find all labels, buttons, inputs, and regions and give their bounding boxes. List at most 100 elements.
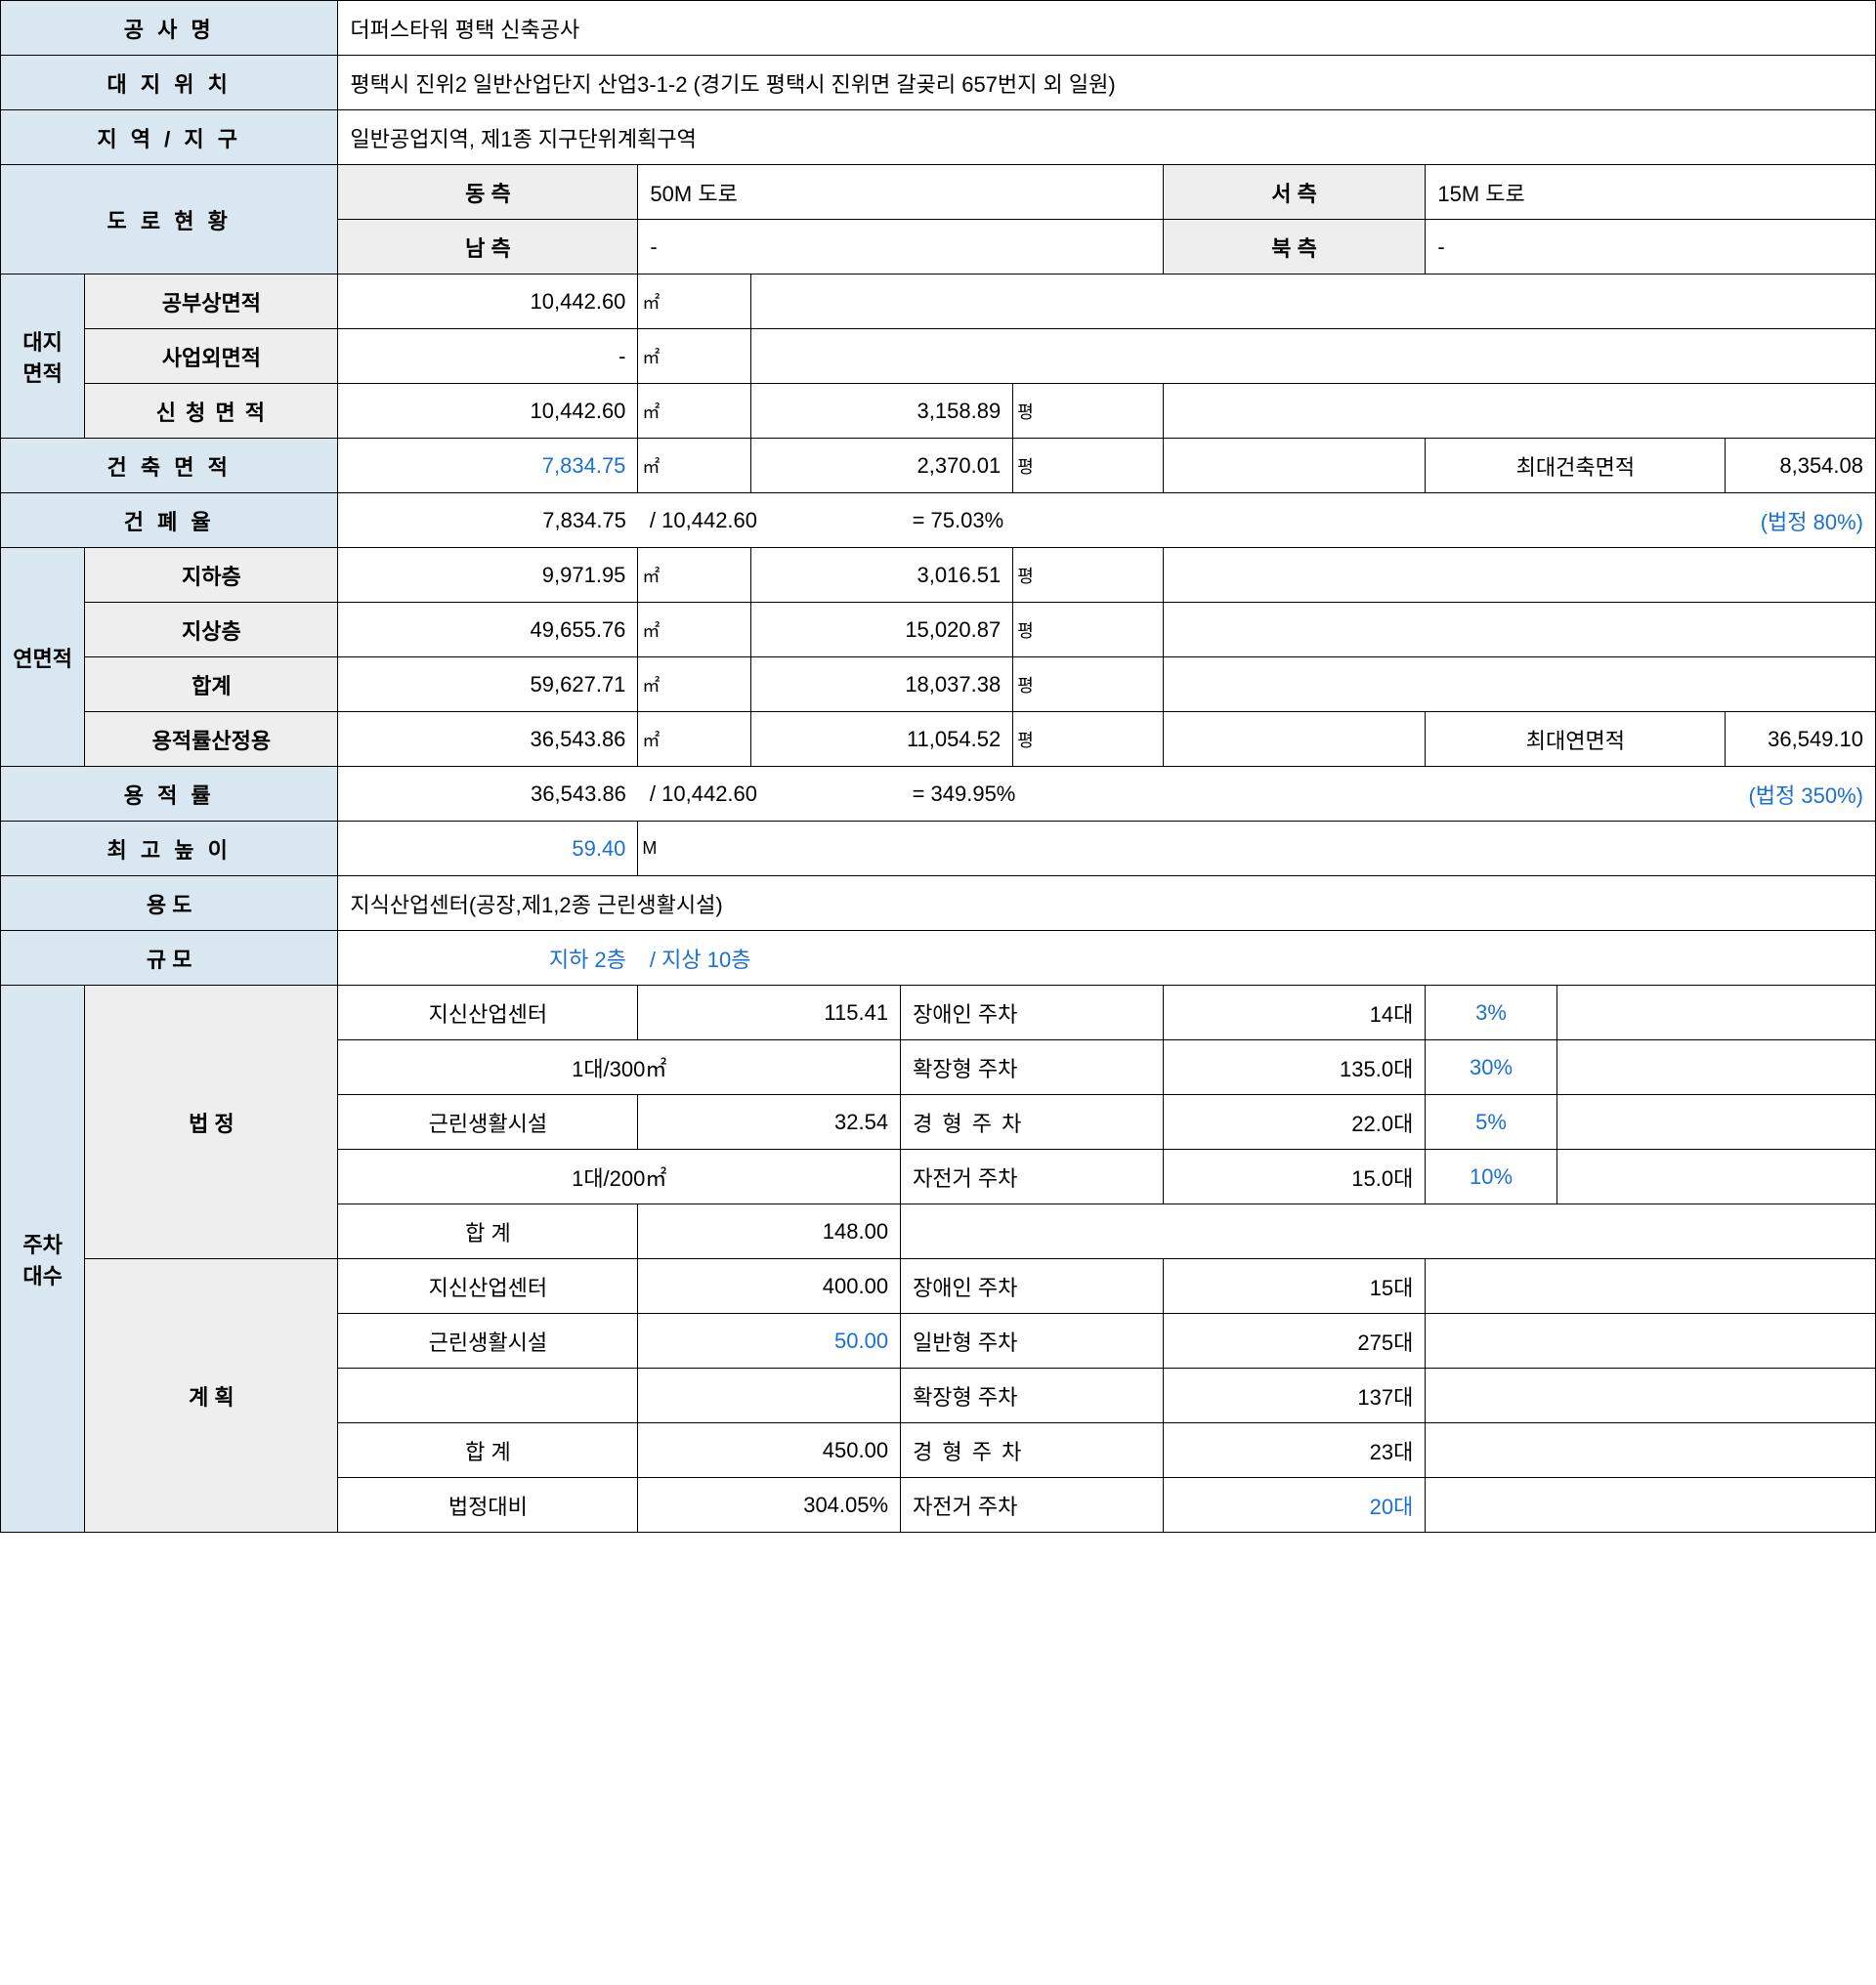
unit-m2-8: ㎡ (638, 712, 750, 767)
label-above-ground: 지상층 (85, 603, 338, 657)
label-compact-parking-2: 경 형 주 차 (901, 1423, 1164, 1478)
label-max-building-area: 최대건축면적 (1426, 439, 1726, 493)
unit-m2-4: ㎡ (638, 439, 750, 493)
label-per300: 1대/300㎡ (338, 1040, 901, 1095)
value-south-road: - (638, 220, 1163, 275)
label-legal-nb: 근린생활시설 (338, 1095, 638, 1150)
value-far-legal: (법정 350%) (1275, 767, 1875, 822)
value-max-height: 59.40 (338, 822, 638, 876)
label-project-name: 공 사 명 (1, 1, 338, 56)
label-disabled-parking-2: 장애인 주차 (901, 1259, 1164, 1314)
label-legal-kc: 지신산업센터 (338, 986, 638, 1040)
value-building-area-m2: 7,834.75 (338, 439, 638, 493)
label-floor-area-ratio: 용 적 률 (1, 767, 338, 822)
label-per200: 1대/200㎡ (338, 1150, 901, 1204)
unit-py-1: 평 (1013, 384, 1164, 439)
value-coverage-legal: (법정 80%) (1275, 493, 1875, 548)
unit-m2-7: ㎡ (638, 657, 750, 712)
value-plan-nb: 50.00 (638, 1314, 901, 1369)
unit-m2-6: ㎡ (638, 603, 750, 657)
value-farcalc-py: 11,054.52 (750, 712, 1013, 767)
value-legal-compact-pct: 5% (1426, 1095, 1556, 1150)
label-use: 용 도 (1, 876, 338, 931)
label-parking: 주차대수 (1, 986, 85, 1533)
value-basement-py: 3,016.51 (750, 548, 1013, 603)
value-west-road: 15M 도로 (1426, 165, 1876, 220)
unit-py-3: 평 (1013, 548, 1164, 603)
value-scale-above: / 지상 10층 (638, 931, 1876, 986)
unit-py-6: 평 (1013, 712, 1164, 767)
label-south: 남 측 (338, 220, 638, 275)
value-coverage-denom: / 10,442.60 (638, 493, 901, 548)
value-plan-bicycle: 20대 (1163, 1478, 1426, 1533)
value-north-road: - (1426, 220, 1876, 275)
unit-py-2: 평 (1013, 439, 1164, 493)
label-plan: 계 획 (85, 1259, 338, 1533)
value-legal-compact: 22.0대 (1163, 1095, 1426, 1150)
label-plan-kc: 지신산업센터 (338, 1259, 638, 1314)
value-plan-kc: 400.00 (638, 1259, 901, 1314)
label-official-area: 공부상면적 (85, 275, 338, 329)
label-building-area: 건 축 면 적 (1, 439, 338, 493)
label-legal: 법 정 (85, 986, 338, 1259)
unit-py-4: 평 (1013, 603, 1164, 657)
value-applied-area-m2: 10,442.60 (338, 384, 638, 439)
value-plan-standard: 275대 (1163, 1314, 1426, 1369)
value-use: 지식산업센터(공장,제1,2종 근린생활시설) (338, 876, 1876, 931)
label-bicycle-parking-2: 자전거 주차 (901, 1478, 1164, 1533)
value-max-floor-area: 36,549.10 (1726, 712, 1876, 767)
value-far-result: = 349.95% (901, 767, 1276, 822)
value-site-location: 평택시 진위2 일반산업단지 산업3-1-2 (경기도 평택시 진위면 갈곶리 … (338, 56, 1876, 110)
label-legal-total: 합 계 (338, 1204, 638, 1259)
value-legal-bicycle: 15.0대 (1163, 1150, 1426, 1204)
value-subtotal-m2: 59,627.71 (338, 657, 638, 712)
value-east-road: 50M 도로 (638, 165, 1163, 220)
label-standard-parking: 일반형 주차 (901, 1314, 1164, 1369)
unit-py-5: 평 (1013, 657, 1164, 712)
value-above-py: 15,020.87 (750, 603, 1013, 657)
value-excluded-area-m2: - (338, 329, 638, 384)
value-official-area-m2: 10,442.60 (338, 275, 638, 329)
value-area-district: 일반공업지역, 제1종 지구단위계획구역 (338, 110, 1876, 165)
label-basement: 지하층 (85, 548, 338, 603)
label-site-location: 대 지 위 치 (1, 56, 338, 110)
value-building-area-py: 2,370.01 (750, 439, 1013, 493)
value-max-building-area: 8,354.08 (1726, 439, 1876, 493)
label-coverage-ratio: 건 폐 율 (1, 493, 338, 548)
value-plan-expanded: 137대 (1163, 1369, 1426, 1423)
unit-m2-1: ㎡ (638, 275, 750, 329)
label-road-status: 도 로 현 황 (1, 165, 338, 275)
value-legal-expanded-pct: 30% (1426, 1040, 1556, 1095)
label-expanded-parking-2: 확장형 주차 (901, 1369, 1164, 1423)
label-scale: 규 모 (1, 931, 338, 986)
label-total-floor-area: 연면적 (1, 548, 85, 767)
unit-height: M (638, 822, 750, 876)
label-east: 동 측 (338, 165, 638, 220)
value-legal-disabled: 14대 (1163, 986, 1426, 1040)
label-excluded-area: 사업외면적 (85, 329, 338, 384)
unit-m2-2: ㎡ (638, 329, 750, 384)
label-compact-parking-1: 경 형 주 차 (901, 1095, 1164, 1150)
value-legal-total: 148.00 (638, 1204, 901, 1259)
value-plan-disabled: 15대 (1163, 1259, 1426, 1314)
value-project-name: 더퍼스타워 평택 신축공사 (338, 1, 1876, 56)
unit-m2-3: ㎡ (638, 384, 750, 439)
value-legal-expanded: 135.0대 (1163, 1040, 1426, 1095)
value-subtotal-py: 18,037.38 (750, 657, 1013, 712)
value-far-num: 36,543.86 (338, 767, 638, 822)
label-plan-nb: 근린생활시설 (338, 1314, 638, 1369)
value-applied-area-py: 3,158.89 (750, 384, 1013, 439)
value-basement-m2: 9,971.95 (338, 548, 638, 603)
value-coverage-result: = 75.03% (901, 493, 1276, 548)
value-legal-bicycle-pct: 10% (1426, 1150, 1556, 1204)
value-coverage-num: 7,834.75 (338, 493, 638, 548)
label-west: 서 측 (1163, 165, 1426, 220)
label-north: 북 측 (1163, 220, 1426, 275)
value-scale-below: 지하 2층 (338, 931, 638, 986)
label-bicycle-parking-1: 자전거 주차 (901, 1150, 1164, 1204)
label-max-height: 최 고 높 이 (1, 822, 338, 876)
label-max-floor-area: 최대연면적 (1426, 712, 1726, 767)
value-vs-legal: 304.05% (638, 1478, 901, 1533)
value-above-m2: 49,655.76 (338, 603, 638, 657)
value-legal-kc: 115.41 (638, 986, 901, 1040)
